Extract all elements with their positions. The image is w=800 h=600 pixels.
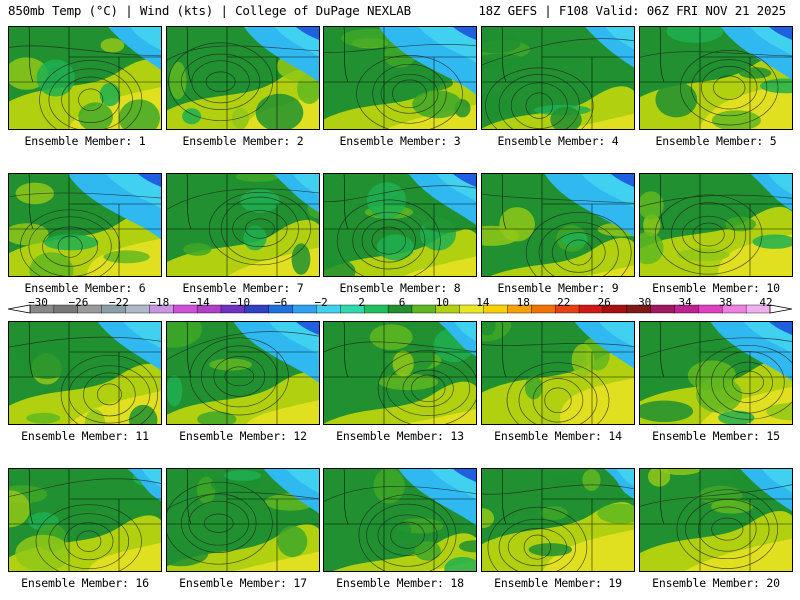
ensemble-member-map-19 — [481, 468, 635, 572]
colorbar-tick-label: −14 — [189, 296, 210, 309]
ensemble-member-label: Ensemble Member: 5 — [655, 134, 777, 148]
colorbar-swatch — [125, 304, 151, 314]
colorbar-tick-label: 2 — [358, 296, 365, 309]
ensemble-member-map-13 — [323, 321, 477, 425]
ensemble-member-map-1 — [8, 26, 162, 130]
ensemble-member-label: Ensemble Member: 7 — [182, 281, 304, 295]
model-run-valid-time: 18Z GEFS | F108 Valid: 06Z FRI NOV 21 20… — [478, 3, 786, 18]
colorbar-tick-label: 14 — [476, 296, 490, 309]
ensemble-member-map-7 — [166, 173, 320, 277]
colorbar-tick-label: −30 — [28, 296, 48, 309]
ensemble-member-map-17 — [166, 468, 320, 572]
ensemble-member-label: Ensemble Member: 17 — [179, 576, 307, 590]
temperature-colorbar — [7, 304, 793, 314]
ensemble-member-label: Ensemble Member: 9 — [497, 281, 619, 295]
colorbar-tick-label: 26 — [597, 296, 611, 309]
ensemble-member-label: Ensemble Member: 15 — [652, 429, 780, 443]
colorbar-tick-label: −18 — [149, 296, 170, 309]
ensemble-member-map-4 — [481, 26, 635, 130]
ensemble-member-label: Ensemble Member: 1 — [24, 134, 146, 148]
ensemble-member-label: Ensemble Member: 11 — [21, 429, 149, 443]
ensemble-member-label: Ensemble Member: 14 — [494, 429, 622, 443]
colorbar-tick-label: 34 — [678, 296, 692, 309]
ensemble-member-map-8 — [323, 173, 477, 277]
colorbar-swatch — [411, 304, 437, 314]
ensemble-member-label: Ensemble Member: 10 — [652, 281, 780, 295]
ensemble-member-map-18 — [323, 468, 477, 572]
colorbar-tick-label: 10 — [435, 296, 450, 309]
ensemble-member-map-20 — [639, 468, 793, 572]
colorbar-right-arrow — [769, 304, 793, 314]
colorbar-tick-label: 30 — [638, 296, 652, 309]
colorbar-tick-label: 18 — [516, 296, 530, 309]
ensemble-member-map-6 — [8, 173, 162, 277]
colorbar-tick-label: −22 — [108, 296, 129, 309]
ensemble-member-label: Ensemble Member: 4 — [497, 134, 619, 148]
map-header-title: 850mb Temp (°C) | Wind (kts) | College o… — [8, 3, 411, 18]
ensemble-member-map-5 — [639, 26, 793, 130]
colorbar-tick-label: −26 — [68, 296, 89, 309]
colorbar-tick-label: 6 — [398, 296, 406, 309]
ensemble-member-label: Ensemble Member: 2 — [182, 134, 304, 148]
ensemble-member-label: Ensemble Member: 20 — [652, 576, 780, 590]
ensemble-member-label: Ensemble Member: 8 — [339, 281, 461, 295]
ensemble-member-map-9 — [481, 173, 635, 277]
ensemble-member-map-14 — [481, 321, 635, 425]
ensemble-member-map-16 — [8, 468, 162, 572]
ensemble-member-map-3 — [323, 26, 477, 130]
ensemble-member-map-2 — [166, 26, 320, 130]
ensemble-member-label: Ensemble Member: 13 — [336, 429, 464, 443]
colorbar-tick-label: −10 — [230, 296, 251, 309]
colorbar-swatch — [531, 304, 556, 314]
colorbar-tick-label: 42 — [759, 296, 773, 309]
colorbar-tick-label: −2 — [314, 296, 328, 309]
ensemble-member-label: Ensemble Member: 16 — [21, 576, 149, 590]
ensemble-member-label: Ensemble Member: 19 — [494, 576, 622, 590]
colorbar-tick-label: 22 — [557, 296, 571, 309]
colorbar-swatch — [363, 304, 389, 314]
ensemble-member-map-10 — [639, 173, 793, 277]
ensemble-member-label: Ensemble Member: 3 — [339, 134, 461, 148]
ensemble-member-label: Ensemble Member: 12 — [179, 429, 307, 443]
colorbar-left-arrow — [7, 304, 31, 314]
ensemble-member-label: Ensemble Member: 18 — [336, 576, 464, 590]
colorbar-tick-label: 38 — [718, 296, 733, 309]
colorbar-swatch — [292, 304, 318, 314]
ensemble-member-label: Ensemble Member: 6 — [24, 281, 146, 295]
colorbar-swatch — [650, 304, 676, 314]
ensemble-member-map-11 — [8, 321, 162, 425]
ensemble-member-map-12 — [166, 321, 320, 425]
ensemble-member-map-15 — [639, 321, 793, 425]
colorbar-tick-label: −6 — [274, 296, 288, 309]
